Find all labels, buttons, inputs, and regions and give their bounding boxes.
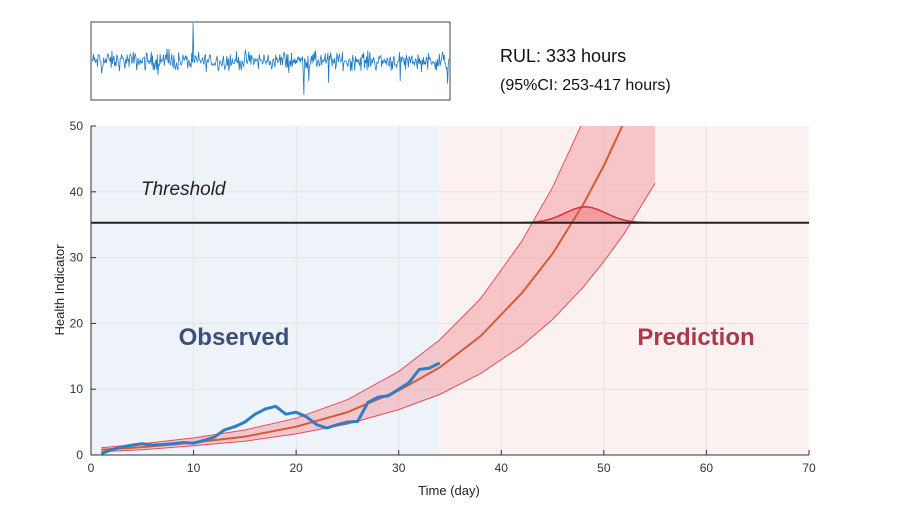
rul-confidence-interval: (95%CI: 253-417 hours): [500, 77, 671, 94]
signal-strip: [90, 21, 451, 101]
x-tick-label: 10: [187, 461, 201, 475]
x-tick-label: 40: [495, 461, 509, 475]
y-tick-label: 20: [70, 316, 84, 330]
prediction-band-lower: [101, 182, 656, 453]
x-tick-label: 60: [700, 461, 714, 475]
x-tick-label: 70: [802, 461, 816, 475]
rul-distribution-fill: [503, 206, 668, 223]
signal-trace-line: [91, 22, 450, 95]
health-indicator-plot: 0 10 20 30 40 50 60 70 0 10 20 30 40 50 Time (day) He…: [52, 119, 816, 498]
x-tick-label: 30: [392, 461, 406, 475]
y-tick-label: 50: [70, 119, 84, 133]
x-tick-label: 50: [597, 461, 611, 475]
plot-labels: Time (day) Health Indicator Threshold Ob…: [52, 179, 755, 498]
prediction-band-upper: [101, 126, 582, 449]
observed-series: [100, 361, 441, 456]
signal-trace: [91, 22, 450, 95]
threshold-label: Threshold: [141, 179, 227, 200]
observed-line: [100, 361, 441, 456]
plot-regions: [91, 126, 809, 455]
x-tick-label: 20: [289, 461, 303, 475]
y-tick-label: 0: [76, 448, 83, 462]
y-tick-label: 40: [70, 185, 84, 199]
plot-grid: [91, 126, 809, 455]
prediction-region-label: Prediction: [637, 324, 754, 351]
x-axis-label: Time (day): [418, 483, 480, 498]
y-tick-label: 10: [70, 382, 84, 396]
prediction-band: [101, 126, 656, 453]
plot-axes: [90, 126, 809, 456]
plot-ticks: 0 10 20 30 40 50 60 70 0 10 20 30 40 50: [70, 119, 816, 475]
y-axis-label: Health Indicator: [52, 244, 67, 336]
observed-region-label: Observed: [179, 324, 290, 351]
y-tick-label: 30: [70, 251, 84, 265]
rul-estimate: RUL: 333 hours: [500, 46, 627, 66]
x-tick-label: 0: [88, 461, 95, 475]
prediction-band-area: [101, 126, 656, 452]
